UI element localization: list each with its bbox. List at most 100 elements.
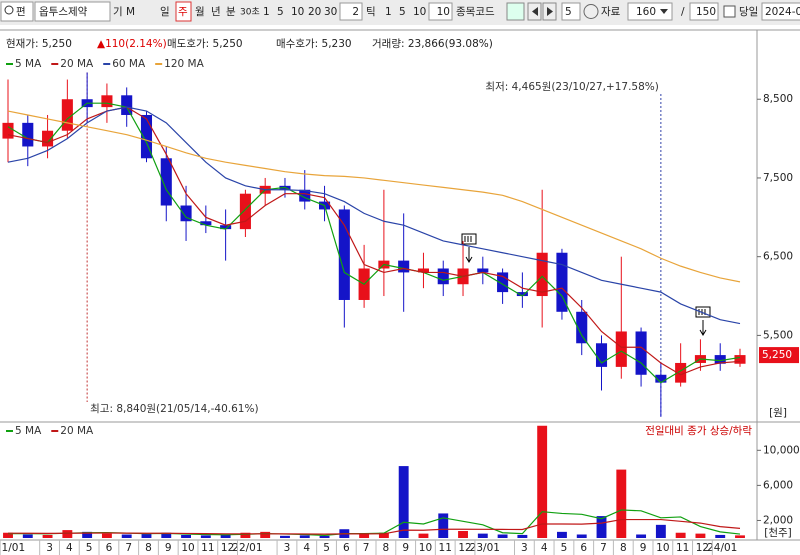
ma-line	[7, 110, 741, 283]
x-tick-label: 5	[323, 542, 330, 554]
data-count: 160	[636, 6, 656, 18]
volume-bar	[675, 532, 686, 538]
x-tick-label: 10	[181, 542, 194, 554]
search-button[interactable]	[0, 1, 34, 22]
x-tick-label: 9	[165, 542, 172, 554]
tick-option[interactable]: 1	[385, 6, 392, 18]
tick-input[interactable]	[428, 2, 453, 21]
period[interactable]: 30초	[240, 7, 260, 18]
y-tick-label: 10,000	[763, 444, 800, 456]
slash: /	[681, 6, 685, 18]
candle-body	[22, 122, 34, 147]
volume-bar	[735, 535, 745, 538]
volume-bar	[477, 533, 488, 538]
candle-body	[42, 130, 54, 147]
low-annotation: 최저: 4,465원(23/10/27,+17.58%)	[485, 81, 658, 93]
candle-body	[556, 252, 568, 312]
x-tick-label: 9	[640, 542, 647, 554]
x-tick-label: 6	[106, 542, 113, 554]
data-select[interactable]	[627, 2, 673, 21]
period[interactable]: 월	[195, 6, 205, 18]
volume-bar	[101, 533, 112, 538]
button[interactable]: 기	[113, 6, 123, 18]
y-tick-label: 7,500	[763, 172, 793, 184]
volume-bar	[181, 534, 191, 538]
volume-bar	[695, 533, 706, 538]
volume-bar	[497, 534, 508, 538]
count-value: 5	[565, 6, 572, 18]
y-tick-label: 5,500	[763, 329, 793, 341]
volume-bar	[280, 535, 290, 538]
candle-body	[101, 95, 113, 108]
candle-body	[398, 260, 410, 273]
volume-bar	[121, 534, 132, 538]
tick-option[interactable]: 5	[399, 6, 406, 18]
minute-input[interactable]	[339, 2, 363, 21]
tick-label: 틱	[366, 6, 376, 18]
next-icon	[547, 7, 553, 16]
x-tick-label: 10	[419, 542, 432, 554]
volume-bar	[161, 532, 172, 538]
volume-bar	[517, 534, 528, 538]
ma-line	[7, 518, 741, 535]
period[interactable]: 년	[211, 6, 221, 18]
volume-bar	[62, 530, 73, 538]
volume-bar	[22, 534, 33, 538]
minute[interactable]: 10	[291, 6, 304, 18]
volume-bar	[458, 530, 468, 538]
ask-price: 매도호가: 5,250	[167, 38, 243, 50]
x-tick-label: 8	[145, 542, 152, 554]
candle-body	[61, 99, 73, 131]
x-tick-label: 4	[303, 542, 310, 554]
prev-icon	[532, 7, 538, 16]
ma-line	[7, 106, 741, 325]
count-input[interactable]	[561, 2, 581, 21]
candle-body	[714, 355, 726, 364]
legend-label: 20 MA	[60, 425, 94, 437]
search-icon	[4, 5, 14, 15]
volume-bar	[616, 469, 627, 538]
candle-body	[417, 268, 429, 273]
signal-icon	[461, 233, 711, 336]
candle-body	[437, 268, 449, 285]
trade-volume: 거래량: 23,866(93.08%)	[372, 38, 493, 50]
refresh-button[interactable]	[506, 2, 525, 21]
period[interactable]: 주	[178, 6, 188, 18]
x-tick-label: 24/01	[707, 542, 737, 554]
minute[interactable]: 1	[263, 6, 270, 18]
candle-body	[180, 205, 192, 222]
x-tick-label: 10	[656, 542, 669, 554]
candle-body	[220, 225, 232, 230]
period[interactable]: 분	[226, 6, 236, 18]
x-tick-label: 7	[363, 542, 370, 554]
volume-bar	[398, 466, 409, 538]
date-input[interactable]	[761, 2, 800, 21]
x-tick-label: 7	[125, 542, 132, 554]
shown-input[interactable]	[689, 2, 719, 21]
x-tick-label: 3	[46, 542, 53, 554]
clock-button[interactable]	[583, 4, 599, 19]
candle-body	[595, 343, 608, 367]
code-label: 종목코드	[456, 6, 495, 18]
current-price-tag	[759, 347, 799, 364]
volume-note: 전일대비 종가 상승/하락	[645, 424, 752, 437]
minute[interactable]: 30	[324, 6, 337, 18]
candle-body	[536, 252, 548, 297]
volume-bar	[240, 532, 251, 538]
today-checkbox[interactable]	[723, 5, 736, 18]
minute[interactable]: 5	[277, 6, 284, 18]
x-tick-label: 5	[561, 542, 568, 554]
volume-bar	[260, 531, 271, 538]
ma-line	[8, 509, 741, 536]
y-tick-label: 6,000	[763, 479, 793, 491]
button[interactable]: M	[126, 6, 135, 18]
tick-option[interactable]: 10	[413, 6, 426, 18]
minute[interactable]: 20	[308, 6, 321, 18]
period[interactable]: 일	[160, 5, 170, 18]
bid-price: 매수호가: 5,230	[276, 38, 352, 50]
x-tick-label: 4	[66, 542, 73, 554]
current-price: 현재가: 5,250	[6, 38, 72, 50]
stock-input[interactable]	[34, 1, 111, 22]
